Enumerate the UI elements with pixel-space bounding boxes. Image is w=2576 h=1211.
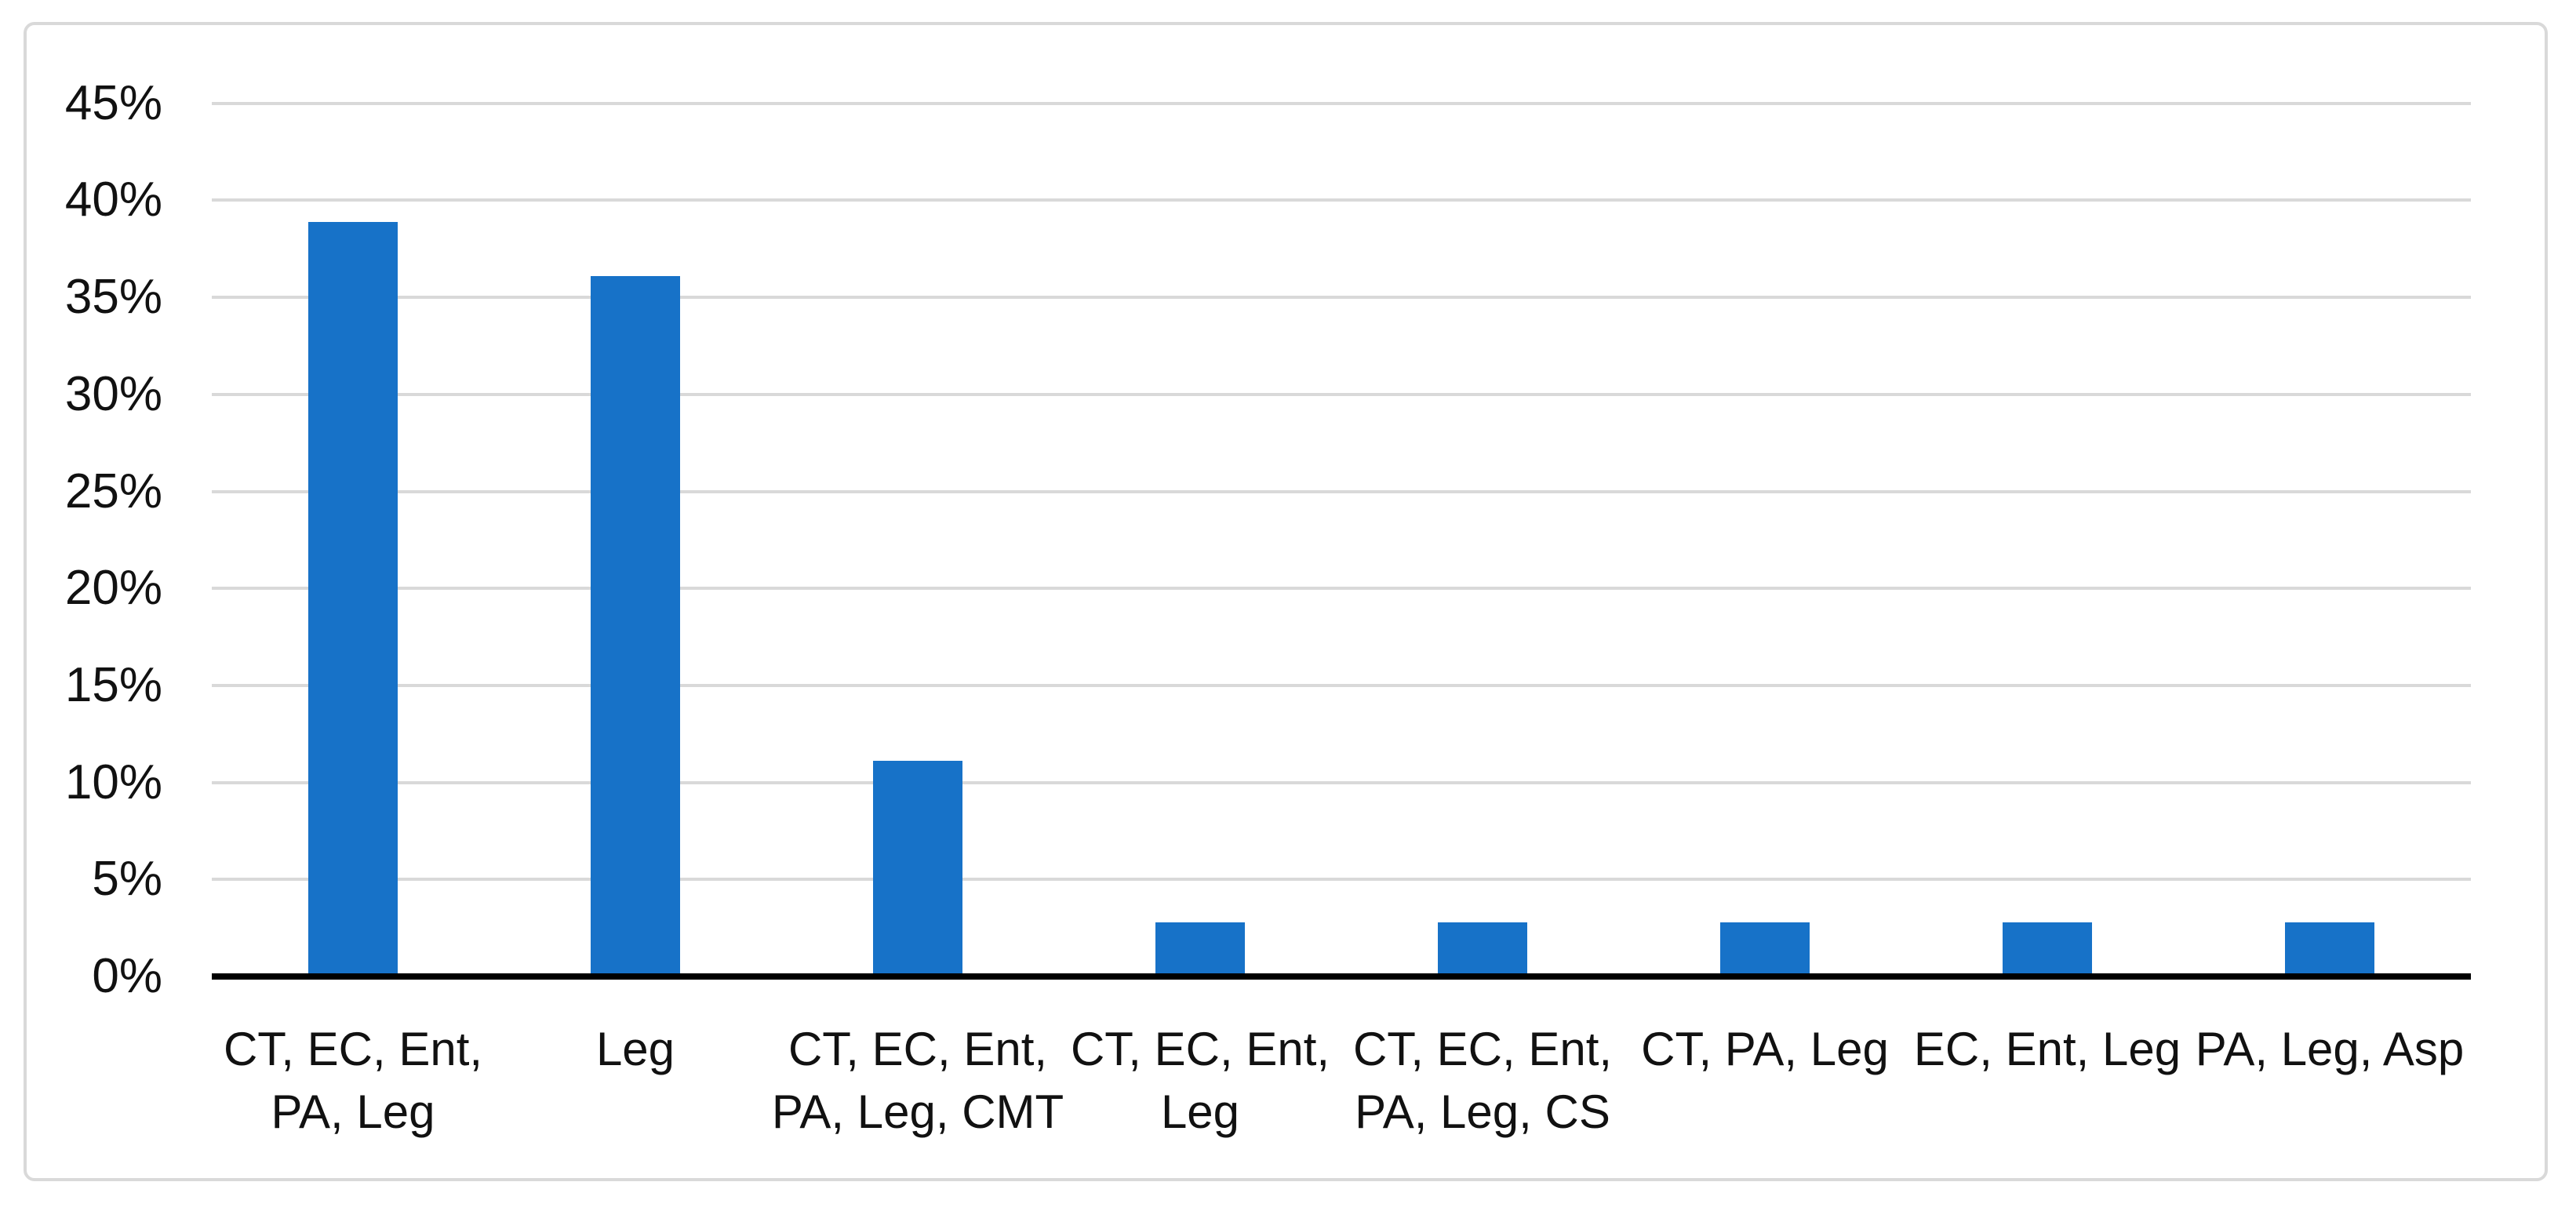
x-axis-line xyxy=(212,973,2471,980)
chart-frame xyxy=(24,22,2548,1181)
